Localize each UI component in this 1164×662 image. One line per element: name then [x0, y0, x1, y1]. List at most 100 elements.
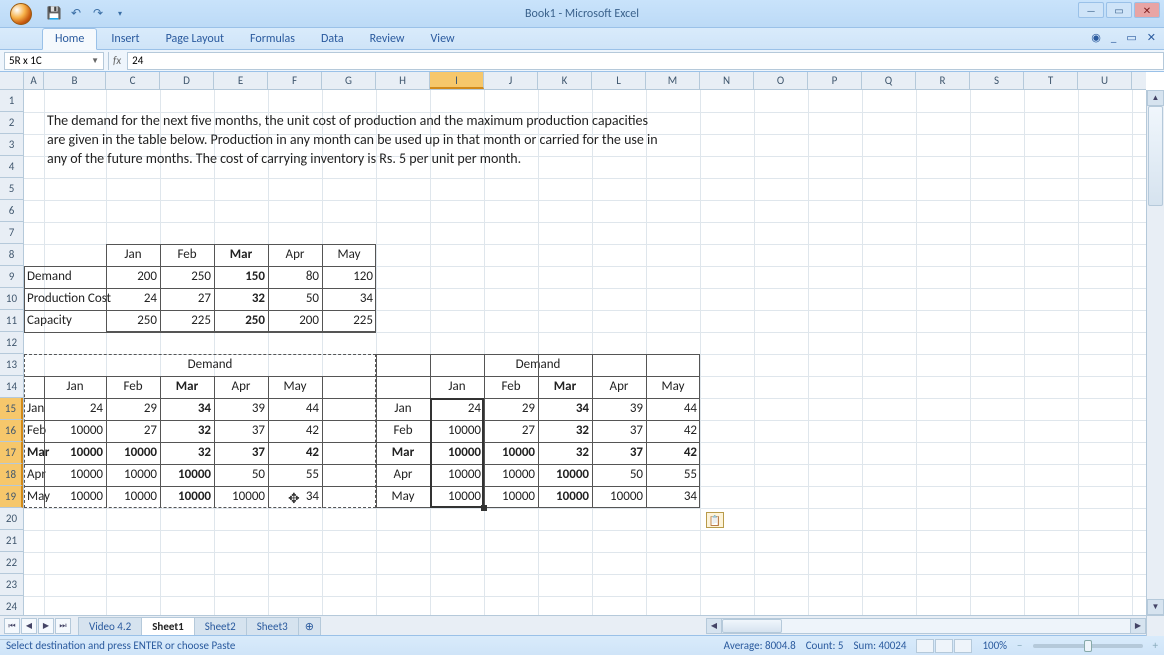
matrix-right-value[interactable]: 10000 — [430, 420, 484, 442]
matrix-right-value[interactable]: 50 — [592, 464, 646, 486]
matrix-right-value[interactable]: 10000 — [484, 486, 538, 508]
matrix-left-value[interactable]: 34 — [268, 486, 322, 508]
scroll-left-button[interactable]: ◀ — [706, 618, 722, 634]
matrix-right-value[interactable]: 37 — [592, 442, 646, 464]
column-header-C[interactable]: C — [106, 72, 160, 89]
table1-row-label[interactable]: Demand — [24, 266, 106, 288]
worksheet-grid[interactable]: ABCDEFGHIJKLMNOPQRSTU 123456789101112131… — [0, 72, 1164, 615]
formula-input[interactable]: 24 — [127, 52, 1164, 70]
sheet-tab-video-4-2[interactable]: Video 4.2 — [78, 617, 142, 635]
row-header-18[interactable]: 18 — [0, 464, 23, 486]
fx-icon[interactable]: fx — [113, 54, 121, 67]
column-header-A[interactable]: A — [24, 72, 44, 89]
table1-row-label[interactable]: Capacity — [24, 310, 106, 332]
matrix-right-row-header[interactable]: Mar — [376, 442, 430, 464]
row-header-11[interactable]: 11 — [0, 310, 23, 332]
matrix-right-value[interactable]: 10000 — [592, 486, 646, 508]
table1-value[interactable]: 200 — [268, 310, 322, 332]
matrix-left-value[interactable]: 34 — [160, 398, 214, 420]
sheet-tab-sheet1[interactable]: Sheet1 — [141, 617, 195, 635]
ribbon-close-icon[interactable]: ✕ — [1147, 31, 1156, 44]
row-header-8[interactable]: 8 — [0, 244, 23, 266]
row-header-12[interactable]: 12 — [0, 332, 23, 354]
row-header-9[interactable]: 9 — [0, 266, 23, 288]
ribbon-tab-review[interactable]: Review — [358, 29, 417, 49]
row-header-2[interactable]: 2 — [0, 112, 23, 134]
matrix-right-value[interactable]: 39 — [592, 398, 646, 420]
column-header-L[interactable]: L — [592, 72, 646, 89]
matrix-right-value[interactable]: 10000 — [538, 464, 592, 486]
scroll-up-button[interactable]: ▲ — [1147, 90, 1164, 106]
matrix-right-col-header[interactable]: Mar — [538, 376, 592, 398]
column-header-Q[interactable]: Q — [862, 72, 916, 89]
matrix-left-col-header[interactable]: Mar — [160, 376, 214, 398]
matrix-left-value[interactable]: 10000 — [106, 464, 160, 486]
table1-value[interactable]: 200 — [106, 266, 160, 288]
ribbon-tab-insert[interactable]: Insert — [99, 29, 151, 49]
ribbon-tab-formulas[interactable]: Formulas — [238, 29, 307, 49]
row-header-21[interactable]: 21 — [0, 530, 23, 552]
matrix-left-value[interactable]: 10000 — [44, 464, 106, 486]
matrix-left-value[interactable]: 10000 — [44, 420, 106, 442]
matrix-left-row-header[interactable]: Mar — [24, 442, 44, 464]
matrix-left-value[interactable]: 32 — [160, 420, 214, 442]
close-button[interactable]: ✕ — [1134, 2, 1160, 18]
cells-area[interactable]: The demand for the next five months, the… — [24, 90, 1146, 615]
table1-value[interactable]: 225 — [322, 310, 376, 332]
row-header-6[interactable]: 6 — [0, 200, 23, 222]
matrix-left-value[interactable]: 50 — [214, 464, 268, 486]
column-header-U[interactable]: U — [1078, 72, 1132, 89]
row-header-15[interactable]: 15 — [0, 398, 23, 420]
matrix-left-row-header[interactable]: Jan — [24, 398, 44, 420]
matrix-right-col-header[interactable]: Apr — [592, 376, 646, 398]
zoom-in-button[interactable]: + — [1153, 639, 1158, 652]
matrix-left-value[interactable]: 10000 — [44, 486, 106, 508]
matrix-left-value[interactable]: 10000 — [214, 486, 268, 508]
matrix-left-value[interactable]: 24 — [44, 398, 106, 420]
matrix-right-row-header[interactable]: Feb — [376, 420, 430, 442]
maximize-button[interactable]: ▭ — [1106, 2, 1132, 18]
matrix-right-value[interactable]: 10000 — [430, 486, 484, 508]
table1-value[interactable]: 24 — [106, 288, 160, 310]
sheet-tab-sheet3[interactable]: Sheet3 — [246, 617, 299, 635]
table1-value[interactable]: 150 — [214, 266, 268, 288]
matrix-left-col-header[interactable]: Feb — [106, 376, 160, 398]
matrix-left-value[interactable]: 10000 — [106, 442, 160, 464]
matrix-left-row-header[interactable]: May — [24, 486, 44, 508]
row-header-23[interactable]: 23 — [0, 574, 23, 596]
table1-value[interactable]: 250 — [214, 310, 268, 332]
sheet-nav-first-icon[interactable]: ⏮ — [4, 618, 20, 634]
vscroll-thumb[interactable] — [1148, 106, 1163, 206]
column-header-B[interactable]: B — [44, 72, 106, 89]
table1-value[interactable]: 34 — [322, 288, 376, 310]
matrix-left-row-header[interactable]: Feb — [24, 420, 44, 442]
zoom-slider[interactable] — [1033, 644, 1143, 648]
matrix-left-value[interactable]: 42 — [268, 420, 322, 442]
redo-icon[interactable]: ↷ — [90, 6, 106, 22]
matrix-left-value[interactable]: 27 — [106, 420, 160, 442]
table1-header[interactable]: May — [322, 244, 376, 266]
column-header-N[interactable]: N — [700, 72, 754, 89]
matrix-title-right[interactable]: Demand — [376, 354, 700, 376]
zoom-slider-knob[interactable] — [1084, 640, 1092, 652]
horizontal-scrollbar[interactable]: ◀ ▶ — [706, 618, 1146, 634]
row-header-10[interactable]: 10 — [0, 288, 23, 310]
matrix-left-value[interactable]: 39 — [214, 398, 268, 420]
column-header-G[interactable]: G — [322, 72, 376, 89]
office-button[interactable] — [0, 0, 42, 28]
matrix-left-value[interactable]: 10000 — [160, 486, 214, 508]
column-header-E[interactable]: E — [214, 72, 268, 89]
name-box-dropdown-icon[interactable]: ▼ — [91, 56, 99, 66]
matrix-left-value[interactable]: 37 — [214, 442, 268, 464]
matrix-right-value[interactable]: 32 — [538, 442, 592, 464]
scroll-right-button[interactable]: ▶ — [1130, 618, 1146, 634]
matrix-left-col-header[interactable]: May — [268, 376, 322, 398]
matrix-left-col-header[interactable]: Apr — [214, 376, 268, 398]
matrix-right-col-header[interactable]: Jan — [430, 376, 484, 398]
row-header-1[interactable]: 1 — [0, 90, 23, 112]
ribbon-minimize-icon[interactable]: _ — [1111, 31, 1116, 44]
matrix-left-col-header[interactable]: Jan — [44, 376, 106, 398]
table1-value[interactable]: 225 — [160, 310, 214, 332]
normal-view-button[interactable] — [916, 639, 934, 653]
column-header-K[interactable]: K — [538, 72, 592, 89]
